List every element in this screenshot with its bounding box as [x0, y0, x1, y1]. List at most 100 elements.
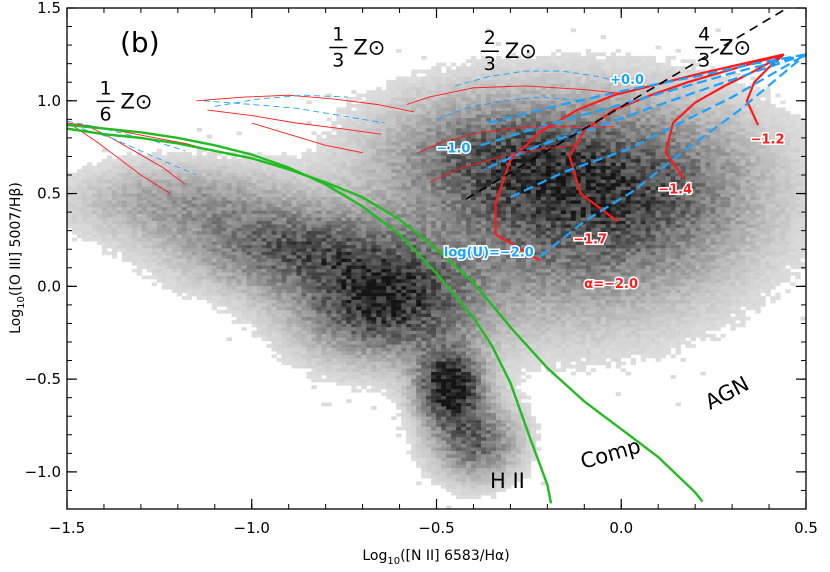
density-cell: [266, 320, 272, 324]
density-cell: [201, 206, 207, 211]
density-cell: [456, 275, 462, 280]
density-cell: [271, 285, 277, 290]
density-cell: [191, 255, 197, 259]
density-cell: [411, 399, 417, 403]
density-cell: [206, 285, 212, 290]
density-cell: [401, 368, 407, 372]
density-cell: [266, 193, 272, 197]
density-cell: [181, 189, 187, 194]
density-cell: [331, 255, 337, 259]
density-cell: [326, 169, 332, 173]
density-cell: [431, 320, 437, 324]
density-cell: [421, 227, 427, 232]
density-cell: [371, 237, 377, 242]
density-cell: [306, 333, 312, 338]
density-cell: [441, 148, 447, 153]
density-cell: [216, 213, 222, 218]
density-cell: [451, 110, 457, 115]
density-cell: [356, 320, 362, 324]
density-cell: [326, 193, 332, 197]
density-cell: [421, 145, 427, 149]
density-cell: [121, 244, 128, 249]
density-cell: [446, 272, 452, 276]
density-cell: [386, 279, 392, 283]
density-cell: [431, 189, 437, 194]
density-cell: [346, 200, 352, 204]
density-cell: [301, 189, 307, 194]
density-cell: [381, 368, 387, 372]
density-cell: [396, 162, 402, 166]
density-cell: [411, 296, 417, 300]
density-cell: [191, 224, 197, 228]
density-cell: [326, 275, 332, 280]
density-cell: [291, 220, 297, 225]
density-cell: [416, 440, 422, 444]
density-cell: [106, 224, 113, 228]
density-cell: [371, 330, 377, 335]
density-cell: [431, 402, 437, 407]
density-cell: [281, 176, 287, 180]
density-cell: [431, 258, 437, 263]
density-cell: [411, 303, 417, 307]
density-cell: [306, 189, 312, 194]
density-cell: [221, 268, 227, 273]
density-cell: [436, 152, 442, 156]
density-cell: [386, 117, 392, 122]
density-cell: [416, 323, 422, 328]
density-cell: [386, 158, 392, 163]
density-cell: [221, 224, 227, 228]
density-cell: [426, 327, 432, 331]
density-cell: [351, 306, 357, 311]
density-cell: [351, 241, 357, 245]
density-cell: [406, 392, 412, 396]
density-cell: [451, 210, 457, 214]
density-cell: [456, 351, 462, 355]
density-cell: [111, 189, 118, 194]
density-cell: [446, 182, 452, 187]
density-cell: [406, 309, 412, 314]
density-cell: [91, 182, 98, 187]
density-cell: [306, 251, 312, 256]
density-cell: [77, 210, 83, 214]
density-cell: [426, 255, 432, 259]
density-cell: [431, 227, 437, 232]
density-cell: [176, 248, 182, 252]
density-cell: [421, 333, 427, 338]
density-cell: [406, 261, 412, 266]
density-cell: [446, 165, 452, 170]
density-cell: [441, 296, 447, 300]
density-cell: [431, 141, 437, 146]
density-cell: [306, 330, 312, 335]
density-cell: [451, 241, 457, 245]
density-cell: [271, 227, 277, 232]
density-cell: [441, 179, 447, 184]
density-cell: [191, 272, 197, 276]
density-cell: [106, 203, 113, 208]
density-cell: [286, 327, 292, 331]
density-cell: [226, 237, 232, 242]
density-cell: [196, 220, 202, 225]
density-cell: [361, 368, 367, 372]
density-cell: [106, 251, 113, 256]
density-cell: [421, 460, 427, 465]
density-cell: [456, 320, 462, 324]
density-cell: [181, 248, 187, 252]
density-cell: [131, 227, 138, 232]
density-cell: [401, 354, 407, 359]
density-cell: [301, 323, 307, 328]
density-cell: [356, 196, 362, 201]
density-cell: [361, 258, 367, 263]
density-cell: [326, 152, 332, 156]
density-cell: [67, 179, 73, 184]
density-cell: [446, 330, 452, 335]
density-cell: [221, 289, 227, 293]
density-cell: [346, 176, 352, 180]
density-cell: [371, 128, 377, 132]
density-cell: [371, 179, 377, 184]
density-cell: [316, 152, 322, 156]
density-cell: [416, 189, 422, 194]
density-cell: [316, 371, 322, 376]
density-cell: [306, 364, 312, 369]
density-cell: [441, 200, 447, 204]
density-cell: [411, 354, 417, 359]
